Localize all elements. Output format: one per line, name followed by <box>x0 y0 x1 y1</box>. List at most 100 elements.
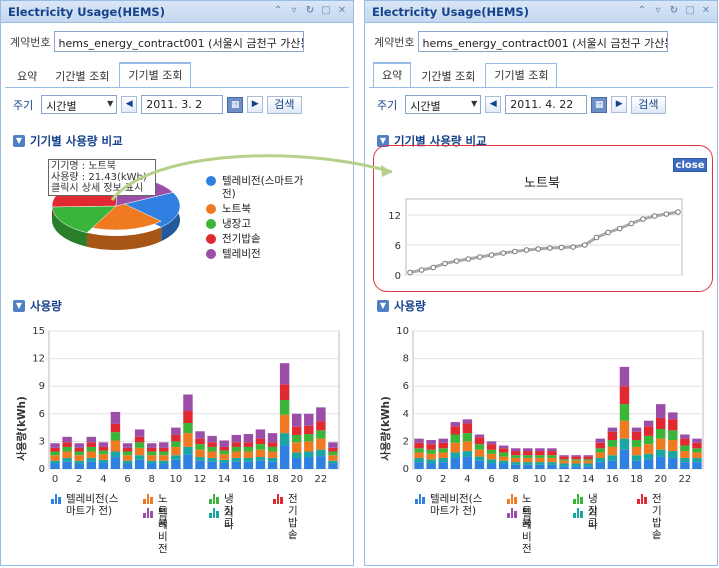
collapse-icon[interactable]: ▿ <box>655 5 661 16</box>
prev-date-button[interactable]: ◀ <box>485 96 502 113</box>
close-button[interactable]: close <box>673 158 707 172</box>
legend-item[interactable]: 냉장고 <box>206 218 314 231</box>
y-tick-label: 12 <box>32 354 45 365</box>
legend-item[interactable]: 냉장고 <box>573 493 598 529</box>
legend-item[interactable]: 텔레비전(스마트가 전) <box>206 175 314 201</box>
close-icon[interactable]: ✕ <box>337 5 347 16</box>
bar-segment <box>195 449 205 458</box>
legend-item[interactable]: 텔레비전(스마트가 전) <box>415 493 488 517</box>
bar-segment <box>559 460 569 464</box>
data-point <box>523 247 530 253</box>
calendar-icon[interactable]: ▦ <box>227 96 244 113</box>
contract-field[interactable]: hems_energy_contract001 (서울시 금천구 가산동 3 <box>418 31 669 52</box>
legend-item[interactable]: 텔레비전 <box>143 507 168 555</box>
maximize-icon[interactable]: □ <box>685 5 695 16</box>
bar-segment <box>316 407 326 422</box>
bar-segment <box>668 451 678 458</box>
bar-segment <box>523 455 533 458</box>
y-tick-label: 0 <box>403 464 409 475</box>
refresh-icon[interactable]: ↻ <box>669 5 679 16</box>
search-button[interactable]: 검색 <box>267 95 302 114</box>
bar-segment <box>207 435 217 443</box>
bar-segment <box>171 459 181 469</box>
usage-header[interactable]: ▼ 사용량 <box>377 298 426 314</box>
bar-segment <box>559 463 569 467</box>
bar-segment <box>134 436 145 443</box>
bar-segment <box>643 435 654 445</box>
pin-icon[interactable]: ⌃ <box>637 5 647 16</box>
data-point <box>430 264 437 271</box>
legend-item[interactable]: 노트북 <box>143 493 168 529</box>
period-select[interactable]: 시간별 <box>405 95 482 114</box>
legend-item[interactable]: 노트북 <box>206 203 314 216</box>
collapse-chevron-icon[interactable]: ▼ <box>13 300 25 312</box>
date-field[interactable]: 2011. 4. 22 <box>505 95 588 114</box>
legend-item[interactable]: 기타 <box>209 507 234 531</box>
line-chart-title: 노트북 <box>524 176 560 191</box>
bar-segment <box>462 419 473 424</box>
tab-device[interactable]: 기기별 조회 <box>485 63 558 87</box>
bar-segment <box>50 451 60 456</box>
legend-item[interactable]: 전기밥솥 <box>206 233 314 246</box>
device-compare-header[interactable]: ▼ 기기별 사용량 비교 <box>13 133 123 149</box>
y-tick-label: 9 <box>39 381 45 392</box>
tab-period[interactable]: 기간별 조회 <box>55 70 110 83</box>
collapse-chevron-icon[interactable]: ▼ <box>377 135 389 147</box>
bar-segment <box>219 459 229 463</box>
tab-period[interactable]: 기간별 조회 <box>421 70 476 83</box>
bar-segment <box>583 455 593 457</box>
date-field[interactable]: 2011. 3. 2 <box>141 95 224 114</box>
data-point <box>570 244 576 250</box>
pie-legend: 텔레비전(스마트가 전) 노트북 냉장고 전기밥솥 텔레비전 <box>206 175 314 263</box>
usage-header[interactable]: ▼ 사용량 <box>13 298 62 314</box>
y-tick-label: 6 <box>395 241 401 252</box>
bar-segment <box>171 434 181 442</box>
period-select[interactable]: 시간별 <box>41 95 118 114</box>
bar-segment <box>62 436 72 443</box>
pin-icon[interactable]: ⌃ <box>273 5 283 16</box>
legend-item[interactable]: 텔레비전 <box>507 507 532 555</box>
legend-item[interactable]: 전기밥솥 <box>273 493 298 541</box>
bar-segment <box>595 462 606 469</box>
bar-segment <box>207 457 217 462</box>
legend-item[interactable]: 기타 <box>573 507 598 531</box>
bar-segment <box>110 411 121 424</box>
legend-item[interactable]: 텔레비전 <box>206 248 314 261</box>
bar-segment <box>523 451 533 456</box>
x-tick-label: 4 <box>100 474 106 483</box>
collapse-chevron-icon[interactable]: ▼ <box>377 300 389 312</box>
collapse-chevron-icon[interactable]: ▼ <box>13 135 25 147</box>
collapse-icon[interactable]: ▿ <box>291 5 297 16</box>
refresh-icon[interactable]: ↻ <box>305 5 315 16</box>
tab-device[interactable]: 기기별 조회 <box>119 62 192 87</box>
bar-segment <box>122 447 133 452</box>
tab-summary[interactable]: 요약 <box>373 62 412 87</box>
bar-segment <box>571 455 581 457</box>
bar-segment <box>607 446 618 456</box>
next-date-button[interactable]: ▶ <box>611 96 628 113</box>
close-icon[interactable]: ✕ <box>701 5 711 16</box>
contract-field[interactable]: hems_energy_contract001 (서울시 금천구 가산동 3 <box>54 31 305 52</box>
prev-date-button[interactable]: ◀ <box>121 96 138 113</box>
bar-segment <box>450 434 461 443</box>
legend-swatch <box>206 249 216 259</box>
bar-segment <box>571 463 581 467</box>
next-date-button[interactable]: ▶ <box>247 96 264 113</box>
search-button[interactable]: 검색 <box>631 95 666 114</box>
period-label: 주기 <box>377 98 398 112</box>
bar-segment <box>535 455 545 458</box>
legend-item[interactable]: 텔레비전(스마트가 전) <box>51 493 124 517</box>
bar-segment <box>231 451 242 458</box>
legend-label: 텔레비전(스마트가 전) <box>66 493 119 517</box>
calendar-icon[interactable]: ▦ <box>591 96 608 113</box>
bar-segment <box>438 438 448 443</box>
bar-segment <box>668 412 678 420</box>
maximize-icon[interactable]: □ <box>321 5 331 16</box>
tab-summary[interactable]: 요약 <box>17 70 38 83</box>
bar-segment <box>86 457 97 462</box>
device-compare-header[interactable]: ▼ 기기별 사용량 비교 <box>377 133 487 149</box>
legend-item[interactable]: 노트북 <box>507 493 532 529</box>
legend-item[interactable]: 냉장고 <box>209 493 234 529</box>
legend-item[interactable]: 전기밥솥 <box>637 493 662 541</box>
bar-segment <box>159 442 169 448</box>
